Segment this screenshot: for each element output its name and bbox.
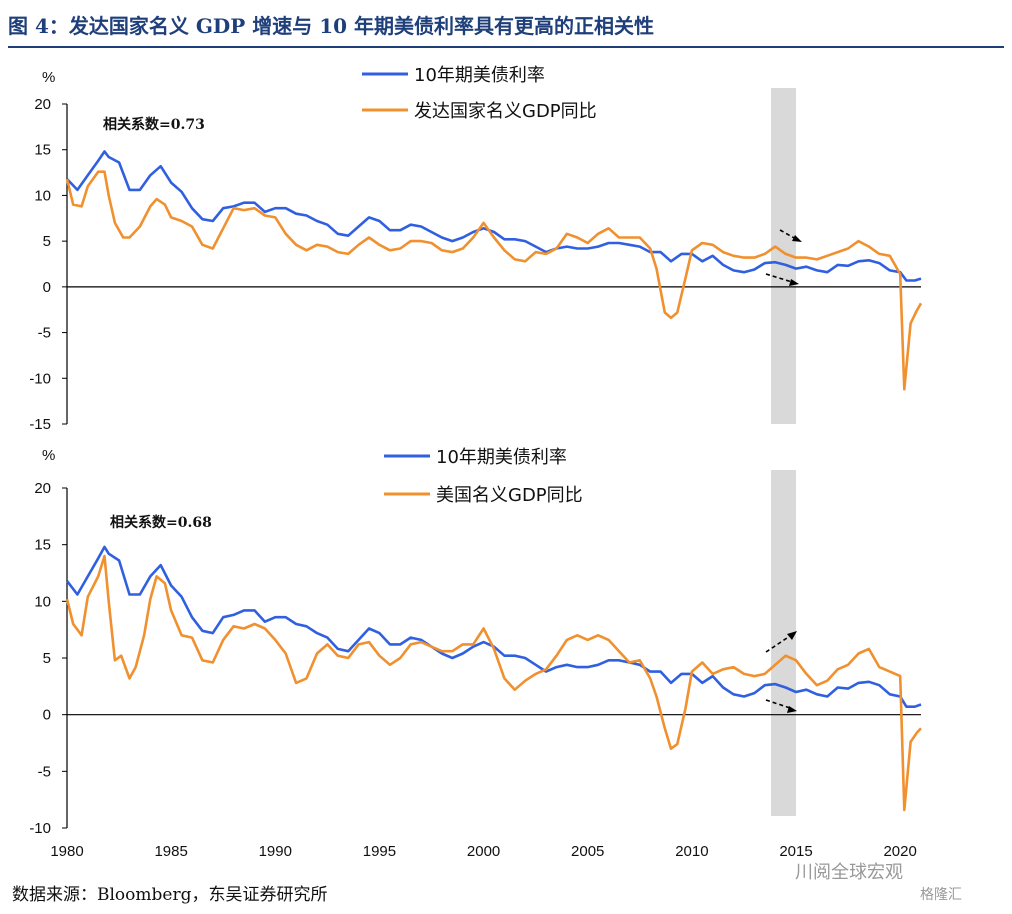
watermark-text: 川阅全球宏观 xyxy=(795,862,903,883)
legend-label-treasury-bottom: 10年期美债利率 xyxy=(436,447,567,468)
source-note: 数据来源：Bloomberg，东吴证券研究所 xyxy=(12,885,328,905)
watermark-text-secondary: 格隆汇 xyxy=(920,887,962,903)
shaded-region-bottom xyxy=(771,470,797,816)
title-divider xyxy=(8,46,1004,48)
y-tick-label: 10 xyxy=(34,593,51,610)
legend-label-gdp-top: 发达国家名义GDP同比 xyxy=(414,101,597,122)
y-tick-label: -5 xyxy=(38,763,51,780)
trend-arrow-down-top xyxy=(765,273,799,286)
y-tick-label: -5 xyxy=(38,325,51,342)
y-tick-label: 5 xyxy=(43,650,51,667)
y-tick-label: 20 xyxy=(34,96,51,113)
trend-arrow-up-top xyxy=(779,229,802,242)
legend-label-treasury-top: 10年期美债利率 xyxy=(414,65,545,86)
y-tick-label: -10 xyxy=(29,370,51,387)
trend-arrow-down-bottom xyxy=(765,699,797,713)
x-tick-label: 2010 xyxy=(675,843,708,860)
y-tick-label: -15 xyxy=(29,416,51,433)
x-tick-label: 1990 xyxy=(259,843,292,860)
y-tick-label: 0 xyxy=(43,279,51,296)
figure-title: 图 4：发达国家名义 GDP 增速与 10 年期美债利率具有更高的正相关性 xyxy=(8,14,655,38)
x-tick-label: 2015 xyxy=(779,843,812,860)
series-line-gdp-bottom xyxy=(65,554,922,812)
x-ticks-bottom: 1980 1985 1990 1995 2000 2005 2010 2015 2020 xyxy=(50,843,917,860)
y-unit-label-bottom: % xyxy=(42,447,55,464)
y-ticks-top: 20 15 10 5 0 -5 -10 -15 xyxy=(29,96,67,433)
y-tick-label: 20 xyxy=(34,480,51,497)
correlation-annotation-bottom: 相关系数=0.68 xyxy=(110,514,212,531)
x-tick-label: 2020 xyxy=(883,843,916,860)
y-unit-label-top: % xyxy=(42,69,55,86)
x-tick-label: 2000 xyxy=(467,843,500,860)
y-tick-label: -10 xyxy=(29,820,51,837)
legend-label-gdp-bottom: 美国名义GDP同比 xyxy=(436,485,583,506)
y-tick-label: 15 xyxy=(34,537,51,554)
y-tick-label: 0 xyxy=(43,707,51,724)
y-tick-label: 10 xyxy=(34,187,51,204)
x-tick-label: 1985 xyxy=(154,843,187,860)
correlation-annotation-top: 相关系数=0.73 xyxy=(103,116,205,133)
y-tick-label: 5 xyxy=(43,233,51,250)
x-tick-label: 1995 xyxy=(363,843,396,860)
series-line-gdp-top xyxy=(65,170,923,391)
series-line-treasury-top xyxy=(66,150,922,282)
y-tick-label: 15 xyxy=(34,142,51,159)
y-ticks-bottom: 20 15 10 5 0 -5 -10 xyxy=(29,480,67,837)
x-tick-label: 1980 xyxy=(50,843,83,860)
trend-arrow-up-bottom xyxy=(765,631,797,653)
x-tick-label: 2005 xyxy=(571,843,604,860)
